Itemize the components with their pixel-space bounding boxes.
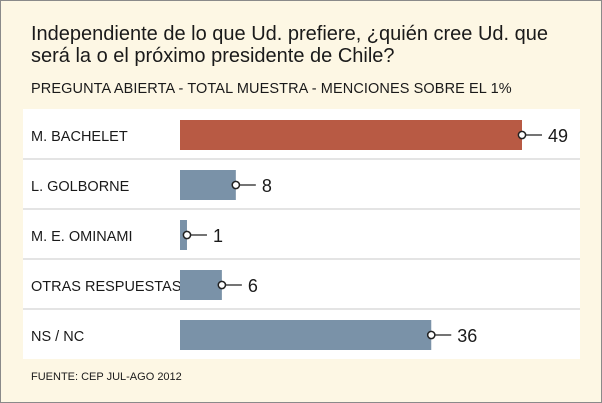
value-label-m-e-ominami: 1 — [213, 226, 223, 246]
bar-otras-respuestas — [180, 270, 222, 300]
category-label-m-e-ominami: M. E. OMINAMI — [31, 229, 133, 245]
category-label-ns-nc: NS / NC — [31, 329, 84, 345]
category-label-m-bachelet: M. BACHELET — [31, 129, 128, 145]
chart-subtitle: PREGUNTA ABIERTA - TOTAL MUESTRA - MENCI… — [31, 81, 512, 97]
plot-panel — [23, 109, 580, 359]
value-marker-ns-nc — [426, 330, 436, 340]
bar-ns-nc — [180, 320, 432, 350]
value-marker-m-bachelet — [517, 130, 527, 140]
bar-l-golborne — [180, 170, 236, 200]
question-title-line-2: será la o el próximo presidente de Chile… — [31, 45, 395, 67]
source-note: FUENTE: CEP JUL-AGO 2012 — [31, 371, 182, 383]
value-marker-m-e-ominami — [182, 230, 192, 240]
value-label-l-golborne: 8 — [262, 176, 272, 196]
value-label-ns-nc: 36 — [457, 326, 477, 346]
bar-m-bachelet — [180, 120, 522, 150]
value-marker-l-golborne — [231, 180, 241, 190]
value-label-m-bachelet: 49 — [548, 126, 568, 146]
category-label-otras-respuestas: OTRAS RESPUESTAS — [31, 279, 181, 295]
value-marker-otras-respuestas — [217, 280, 227, 290]
category-label-l-golborne: L. GOLBORNE — [31, 179, 130, 195]
question-title-line-1: Independiente de lo que Ud. prefiere, ¿q… — [31, 23, 549, 45]
value-label-otras-respuestas: 6 — [248, 276, 258, 296]
